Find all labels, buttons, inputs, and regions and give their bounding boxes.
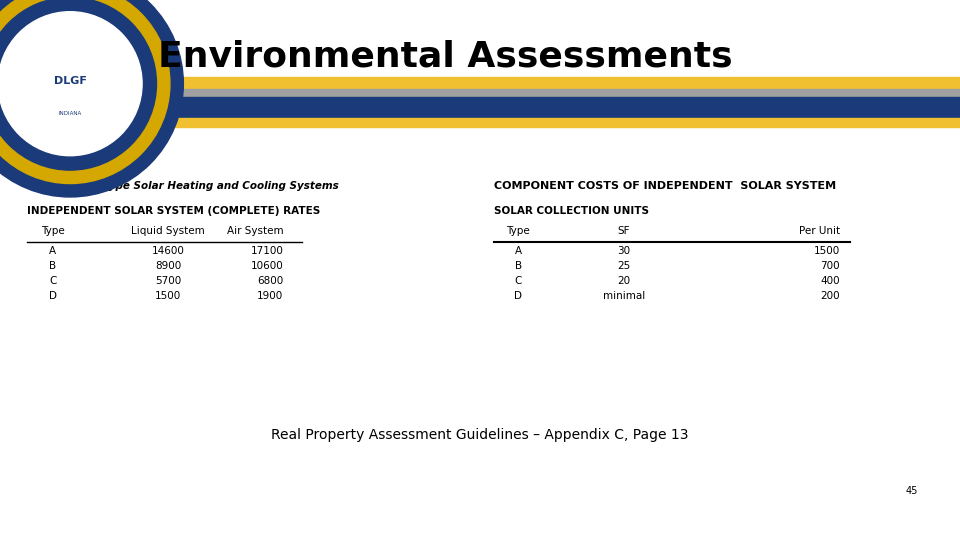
Text: 1500: 1500: [155, 292, 181, 301]
Text: 20: 20: [617, 276, 631, 286]
Text: 25: 25: [617, 261, 631, 271]
Text: 14600: 14600: [152, 246, 184, 256]
Text: 30: 30: [617, 246, 631, 256]
Text: SOLAR COLLECTION UNITS: SOLAR COLLECTION UNITS: [494, 206, 649, 215]
Text: Type: Type: [41, 226, 64, 236]
Text: minimal: minimal: [603, 292, 645, 301]
Text: Type: Type: [507, 226, 530, 236]
Text: 6800: 6800: [257, 276, 283, 286]
Text: Residential - Type Solar Heating and Cooling Systems: Residential - Type Solar Heating and Coo…: [27, 181, 339, 191]
Text: Air System: Air System: [227, 226, 283, 236]
Text: D: D: [49, 292, 57, 301]
Text: 1900: 1900: [257, 292, 283, 301]
Text: C: C: [49, 276, 57, 286]
Text: INDIANA: INDIANA: [59, 111, 82, 116]
Ellipse shape: [0, 12, 142, 156]
Text: 200: 200: [821, 292, 840, 301]
Text: D: D: [515, 292, 522, 301]
Text: 8900: 8900: [155, 261, 181, 271]
Text: SF: SF: [617, 226, 631, 236]
Text: 45: 45: [906, 487, 918, 496]
Text: INDEPENDENT SOLAR SYSTEM (COMPLETE) RATES: INDEPENDENT SOLAR SYSTEM (COMPLETE) RATE…: [27, 206, 320, 215]
Ellipse shape: [0, 0, 156, 170]
Text: Real Property Assessment Guidelines – Appendix C, Page 13: Real Property Assessment Guidelines – Ap…: [272, 428, 688, 442]
Text: B: B: [515, 261, 522, 271]
Text: Environmental Assessments: Environmental Assessments: [158, 40, 733, 73]
Bar: [132, 89, 960, 97]
Text: COMPONENT COSTS OF INDEPENDENT  SOLAR SYSTEM: COMPONENT COSTS OF INDEPENDENT SOLAR SYS…: [494, 181, 836, 191]
Text: A: A: [49, 246, 57, 256]
Text: 5700: 5700: [155, 276, 181, 286]
Bar: [132, 118, 960, 127]
Text: 400: 400: [821, 276, 840, 286]
Text: A: A: [515, 246, 522, 256]
Text: DLGF: DLGF: [54, 76, 86, 86]
Ellipse shape: [0, 0, 170, 184]
Text: 17100: 17100: [251, 246, 283, 256]
Ellipse shape: [0, 0, 183, 197]
Text: 1500: 1500: [814, 246, 840, 256]
Text: B: B: [49, 261, 57, 271]
Bar: [132, 97, 960, 118]
Text: Per Unit: Per Unit: [799, 226, 840, 236]
Text: 700: 700: [821, 261, 840, 271]
Text: Liquid System: Liquid System: [132, 226, 204, 236]
Bar: [132, 77, 960, 89]
Text: C: C: [515, 276, 522, 286]
Text: 10600: 10600: [251, 261, 283, 271]
